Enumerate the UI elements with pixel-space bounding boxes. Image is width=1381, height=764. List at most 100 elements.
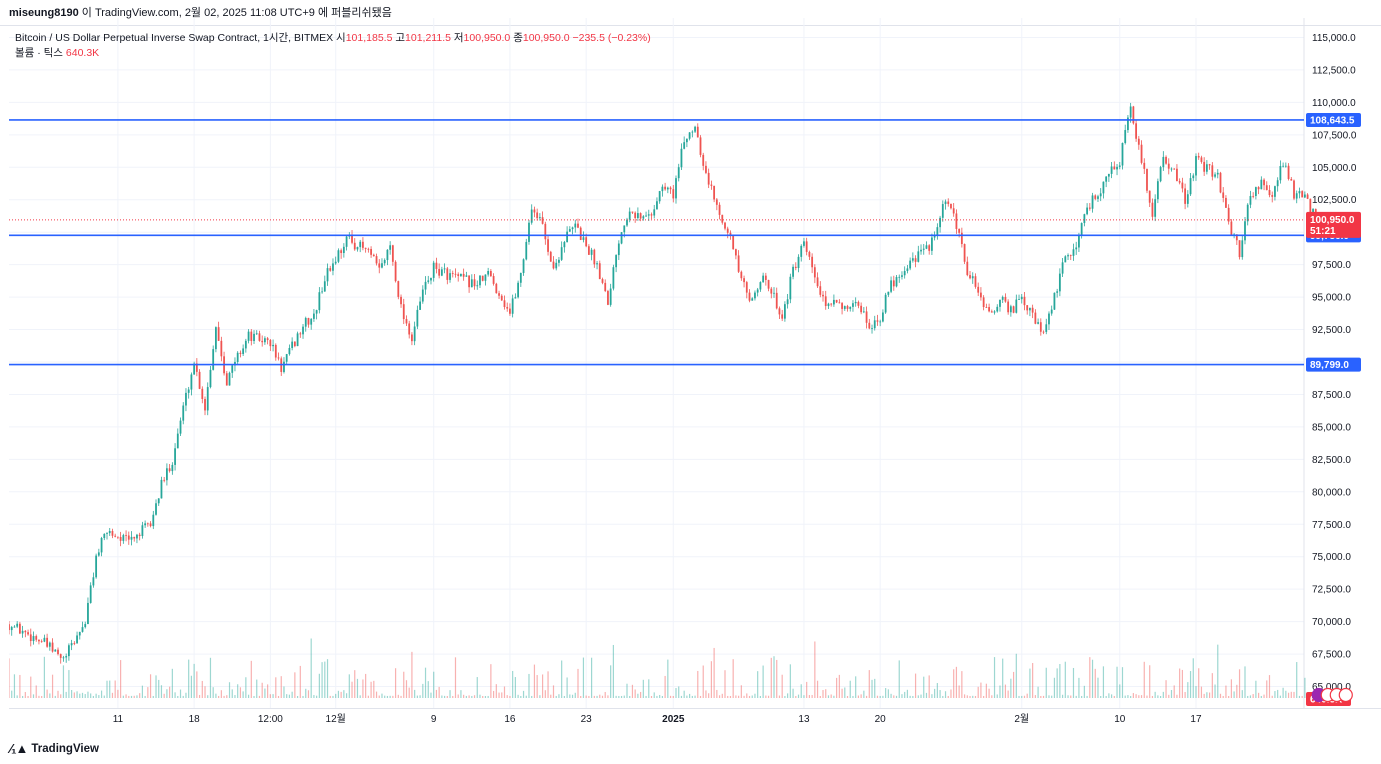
volume-bar bbox=[324, 661, 326, 698]
candle-body bbox=[963, 244, 966, 262]
volume-bar bbox=[876, 695, 879, 698]
candle-body bbox=[843, 306, 846, 309]
tradingview-logo[interactable]: ⁄₁▲ TradingView bbox=[10, 741, 99, 756]
candle-body bbox=[57, 649, 59, 655]
time-axis[interactable]: 11 18 12:00 12월 9 16 23 2025 13 20 2월 10 17 bbox=[9, 708, 1381, 730]
volume-bar bbox=[389, 695, 391, 698]
candle-body bbox=[157, 498, 160, 504]
candle-body bbox=[971, 276, 974, 279]
candle-body bbox=[307, 318, 310, 325]
symbol-description[interactable]: Bitcoin / US Dollar Perpetual Inverse Sw… bbox=[15, 32, 334, 44]
volume-bar bbox=[1206, 692, 1208, 698]
volume-bar bbox=[1219, 693, 1222, 698]
candle-body bbox=[636, 213, 639, 219]
candle-body bbox=[699, 137, 702, 155]
volume-bar bbox=[57, 690, 59, 698]
candle-body bbox=[1192, 175, 1195, 179]
volume-bar bbox=[966, 695, 968, 698]
volume-bar bbox=[1304, 677, 1306, 698]
candle-body bbox=[1083, 214, 1086, 224]
candle-body bbox=[582, 237, 585, 240]
volume-bar bbox=[171, 668, 173, 698]
volume-bar bbox=[988, 688, 990, 698]
candle-body bbox=[903, 271, 906, 276]
candle-body bbox=[841, 303, 843, 309]
candle-body bbox=[1203, 161, 1206, 172]
candle-body bbox=[337, 250, 340, 262]
volume-bar bbox=[136, 695, 138, 698]
candle-body bbox=[677, 167, 680, 179]
volume-bar bbox=[721, 693, 723, 698]
candle-body bbox=[808, 251, 811, 257]
candle-body bbox=[234, 361, 236, 366]
price-chart[interactable]: 65,000.0 67,500.0 70,000.0 72,500.0 75,000.0… bbox=[9, 18, 1381, 708]
volume-bar bbox=[1113, 695, 1115, 698]
volume-bar bbox=[708, 693, 710, 698]
candle-body bbox=[1249, 195, 1252, 205]
volume-bar bbox=[661, 696, 663, 698]
volume-bar bbox=[1192, 658, 1194, 698]
x-tick-label: 16 bbox=[504, 714, 516, 725]
volume-bar bbox=[640, 691, 642, 698]
volume-bar bbox=[1176, 694, 1178, 698]
chart-area[interactable]: 65,000.0 67,500.0 70,000.0 72,500.0 75,000.0… bbox=[9, 18, 1381, 708]
candle-body bbox=[40, 641, 43, 643]
candle-body bbox=[1061, 262, 1064, 274]
volume-bar bbox=[680, 695, 683, 698]
candle-body bbox=[1091, 195, 1094, 209]
volume-bar bbox=[569, 694, 571, 698]
volume-bar bbox=[539, 695, 541, 698]
candle-body bbox=[1246, 204, 1249, 222]
candle-body bbox=[650, 214, 653, 216]
price-tag-bg bbox=[1306, 357, 1361, 372]
volume-bar bbox=[1225, 685, 1227, 698]
volume-bar bbox=[849, 680, 851, 698]
volume-bar bbox=[1195, 686, 1197, 698]
candle-body bbox=[694, 126, 696, 132]
candle-body bbox=[1086, 207, 1088, 215]
candle-body bbox=[724, 222, 726, 229]
volume-bar bbox=[443, 695, 446, 698]
volume-bar bbox=[961, 671, 963, 698]
volume-bar bbox=[607, 695, 609, 698]
volume-bar bbox=[449, 690, 451, 698]
volume-bar bbox=[520, 696, 522, 698]
candle-body bbox=[179, 420, 182, 434]
volume-bar bbox=[427, 681, 429, 698]
volume-bar bbox=[125, 694, 127, 698]
volume-bar bbox=[1127, 695, 1129, 698]
volume-bar bbox=[1263, 694, 1265, 698]
candle-body bbox=[62, 657, 65, 659]
volume-bar bbox=[1053, 677, 1056, 698]
volume-bar bbox=[1301, 695, 1303, 698]
volume-bar bbox=[43, 656, 45, 698]
candle-body bbox=[133, 536, 136, 539]
candle-body bbox=[617, 243, 620, 256]
volume-label[interactable]: 볼륨 · 틱스 bbox=[15, 47, 63, 59]
volume-bar bbox=[686, 695, 688, 698]
volume-bar bbox=[705, 690, 707, 698]
candle-body bbox=[1026, 305, 1029, 311]
volume-bar bbox=[1105, 695, 1107, 698]
candle-body bbox=[1173, 168, 1176, 170]
candle-body bbox=[274, 344, 277, 358]
candle-body bbox=[1020, 296, 1023, 300]
volume-bar bbox=[403, 671, 405, 698]
volume-bar bbox=[438, 686, 440, 698]
volume-bar bbox=[1298, 695, 1301, 698]
volume-bar bbox=[373, 680, 375, 698]
candle-body bbox=[315, 310, 318, 314]
username[interactable]: miseung8190 bbox=[9, 7, 79, 19]
volume-bar bbox=[890, 693, 892, 698]
volume-bar bbox=[895, 695, 898, 698]
volume-bar bbox=[1287, 692, 1290, 698]
candle-body bbox=[313, 313, 315, 319]
candle-body bbox=[571, 227, 574, 230]
candle-body bbox=[440, 269, 443, 276]
candle-body bbox=[195, 363, 198, 372]
candle-body bbox=[1197, 156, 1200, 158]
x-tick-label: 2월 bbox=[1014, 713, 1029, 725]
candle-body bbox=[669, 187, 672, 190]
volume-bar bbox=[1119, 684, 1121, 698]
volume-bar bbox=[1209, 692, 1211, 698]
